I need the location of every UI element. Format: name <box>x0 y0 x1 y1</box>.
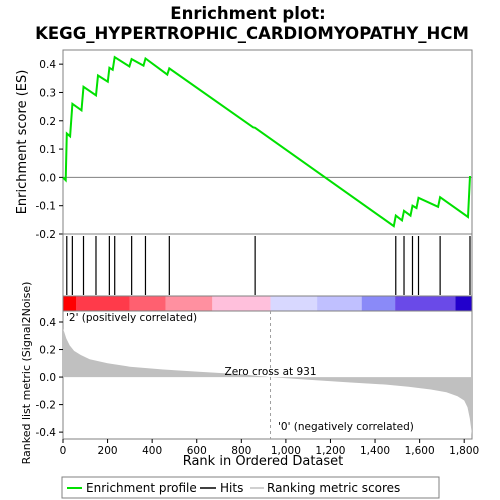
hits-panel <box>62 233 473 297</box>
x-tick-label: 1,200 <box>315 445 345 457</box>
es-y-tick-label: 0.2 <box>39 116 56 128</box>
hits-panel-frame <box>62 233 473 297</box>
enrichment-profile-line <box>62 55 471 228</box>
metric-y-tick-label: 0.0 <box>39 372 56 384</box>
es-panel: -0.2 -0.1 0.0 0.1 0.2 0.3 0.4 Enrichment score… <box>15 49 473 241</box>
legend-label-hits: Hits <box>220 481 243 495</box>
heatmap-segment <box>270 296 318 311</box>
es-panel-frame <box>62 49 473 235</box>
legend-label-metric: Ranking metric scores <box>267 481 400 495</box>
x-tick-label: 1,800 <box>449 445 479 457</box>
chart-title-line2: KEGG_HYPERTROPHIC_CARDIOMYOPATHY_HCM <box>35 24 469 43</box>
x-axis-label: Rank in Ordered Dataset <box>183 454 344 469</box>
x-tick-label: 0 <box>60 445 67 457</box>
metric-y-axis-label: Ranked list metric (Signal2Noise) <box>20 282 33 465</box>
chart-title-line1: Enrichment plot: <box>170 4 325 23</box>
x-axis: 0 200 400 600 800 1,000 1,200 1,400 1,600 1,800 <box>60 439 479 457</box>
heatmap-segment <box>165 296 213 311</box>
x-tick-label: 800 <box>231 445 251 457</box>
ranking-metric-area <box>63 328 472 435</box>
positive-correlation-label: '2' (positively correlated) <box>66 312 197 324</box>
es-y-axis-label: Enrichment score (ES) <box>15 70 30 215</box>
heatmap-segment <box>76 296 130 311</box>
x-tick-label: 1,400 <box>360 445 390 457</box>
metric-y-tick-label: 0.2 <box>39 345 56 357</box>
x-tick-label: 200 <box>98 445 118 457</box>
x-tick-label: 400 <box>142 445 162 457</box>
heatmap-segment <box>317 296 362 311</box>
negative-correlation-label: '0' (negatively correlated) <box>278 421 414 433</box>
rank-heatmap <box>62 295 473 312</box>
es-y-tick-label: -0.1 <box>36 201 57 213</box>
metric-panel: Zero cross at 931 '2' (positively correl… <box>20 282 473 465</box>
es-y-tick-label: -0.2 <box>36 229 57 241</box>
heatmap-segment <box>212 296 271 311</box>
zero-cross-label: Zero cross at 931 <box>225 366 317 378</box>
es-y-tick-label: 0.1 <box>39 144 56 156</box>
x-tick-label: 1,600 <box>405 445 435 457</box>
es-y-tick-label: 0.3 <box>39 87 56 99</box>
metric-y-tick-label: -0.2 <box>36 400 57 412</box>
metric-y-tick-label: 0.4 <box>39 317 56 329</box>
x-tick-label: 1,000 <box>271 445 301 457</box>
heatmap-segment <box>63 296 77 311</box>
es-y-tick-label: 0.4 <box>39 59 56 71</box>
heatmap-segment <box>395 296 456 311</box>
x-tick-label: 600 <box>187 445 207 457</box>
heatmap-segment <box>361 296 396 311</box>
legend: Enrichment profile Hits Ranking metric s… <box>61 476 440 499</box>
legend-label-enrichment: Enrichment profile <box>86 481 197 495</box>
es-y-tick-label: 0.0 <box>39 172 56 184</box>
metric-y-tick-label: -0.4 <box>36 427 57 439</box>
heatmap-segment <box>129 296 166 311</box>
heatmap-segment <box>455 296 472 311</box>
